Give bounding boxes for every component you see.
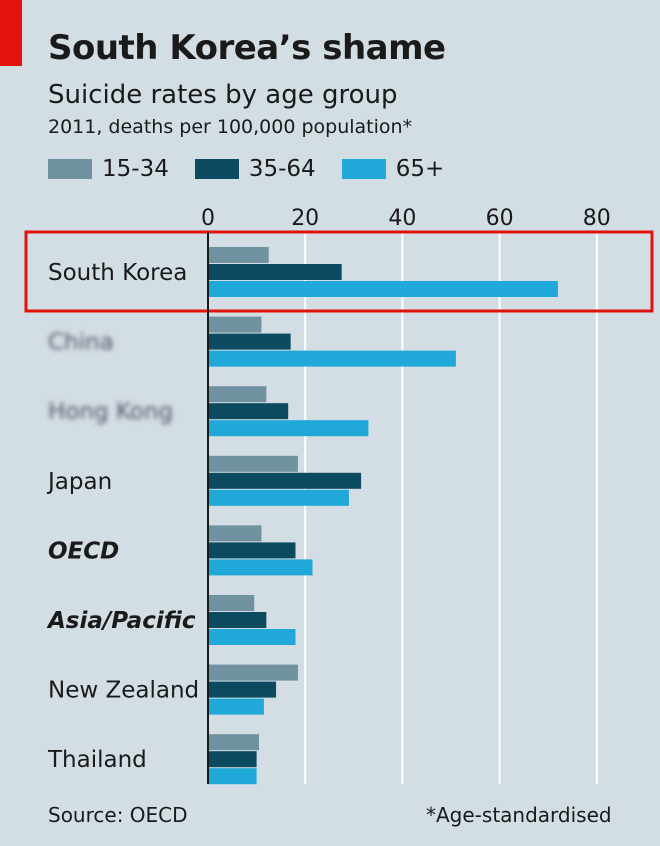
bar-oecd-35-64 bbox=[208, 542, 296, 559]
x-tick-label-20: 20 bbox=[291, 206, 319, 231]
bar-south-korea-65-plus bbox=[208, 281, 558, 297]
bar-asia-pacific-35-64 bbox=[208, 612, 267, 628]
bar-oecd-15-34 bbox=[208, 525, 262, 542]
bar-hong-kong-15-34 bbox=[208, 386, 267, 403]
x-tick-label-80: 80 bbox=[583, 206, 611, 231]
x-axis-ticks: 0 20 40 60 80 bbox=[201, 206, 611, 231]
gridlines bbox=[304, 232, 598, 784]
category-label-japan: Japan bbox=[46, 469, 112, 495]
legend-item-15-34: 15-34 bbox=[48, 156, 169, 182]
highlight-box bbox=[24, 230, 654, 313]
bar-new-zealand-35-64 bbox=[208, 681, 277, 698]
bar-asia-pacific-65-plus bbox=[208, 629, 296, 645]
chart-units: 2011, deaths per 100,000 population* bbox=[48, 116, 413, 138]
highlight-layer bbox=[24, 230, 654, 313]
bar-china-35-64 bbox=[208, 333, 291, 350]
chart-subtitle: Suicide rates by age group bbox=[48, 80, 398, 110]
x-tick-label-40: 40 bbox=[388, 206, 416, 231]
legend-item-65-plus: 65+ bbox=[341, 156, 445, 182]
legend-swatch-65-plus bbox=[341, 159, 386, 179]
legend-label-65-plus: 65+ bbox=[395, 156, 445, 182]
bar-thailand-15-34 bbox=[208, 734, 260, 751]
bar-hong-kong-65-plus bbox=[208, 420, 369, 437]
bar-china-65-plus bbox=[208, 350, 456, 367]
bar-south-korea-15-34 bbox=[208, 247, 269, 263]
category-label-new-zealand: New Zealand bbox=[48, 678, 199, 704]
category-label-asia-pacific: Asia/Pacific bbox=[46, 608, 196, 634]
category-label-oecd: OECD bbox=[48, 538, 119, 564]
category-label-thailand: Thailand bbox=[47, 747, 147, 773]
legend-label-35-64: 35-64 bbox=[248, 156, 316, 182]
footnote: *Age-standardised bbox=[426, 803, 612, 827]
x-tick-label-0: 0 bbox=[201, 206, 215, 231]
legend-swatch-35-64 bbox=[194, 159, 239, 179]
legend-item-35-64: 35-64 bbox=[194, 156, 316, 182]
bar-china-15-34 bbox=[208, 316, 262, 333]
bar-japan-65-plus bbox=[208, 489, 349, 506]
category-label-south-korea: South Korea bbox=[48, 260, 187, 286]
bar-thailand-65-plus bbox=[208, 768, 257, 785]
legend-swatch-15-34 bbox=[48, 159, 92, 179]
legend: 15-34 35-64 65+ bbox=[48, 156, 470, 182]
category-label-hong-kong: Hong Kong bbox=[48, 399, 173, 425]
bar-japan-15-34 bbox=[208, 455, 298, 472]
source-note: Source: OECD bbox=[48, 803, 188, 827]
x-tick-label-60: 60 bbox=[486, 206, 514, 231]
bar-oecd-65-plus bbox=[208, 559, 313, 576]
bar-new-zealand-15-34 bbox=[208, 664, 298, 681]
chart-title: South Korea’s shame bbox=[48, 28, 446, 68]
bars bbox=[208, 247, 558, 785]
category-label-china: China bbox=[48, 330, 114, 356]
category-labels: South Korea China Hong Kong Japan OECD Asia/P… bbox=[46, 260, 199, 773]
red-corner-tag bbox=[0, 0, 22, 66]
bar-thailand-35-64 bbox=[208, 751, 257, 768]
bar-asia-pacific-15-34 bbox=[208, 595, 255, 611]
legend-label-15-34: 15-34 bbox=[102, 156, 169, 182]
bar-japan-35-64 bbox=[208, 472, 362, 489]
bar-new-zealand-65-plus bbox=[208, 698, 264, 715]
bar-hong-kong-35-64 bbox=[208, 403, 289, 420]
bar-south-korea-35-64 bbox=[208, 264, 342, 280]
